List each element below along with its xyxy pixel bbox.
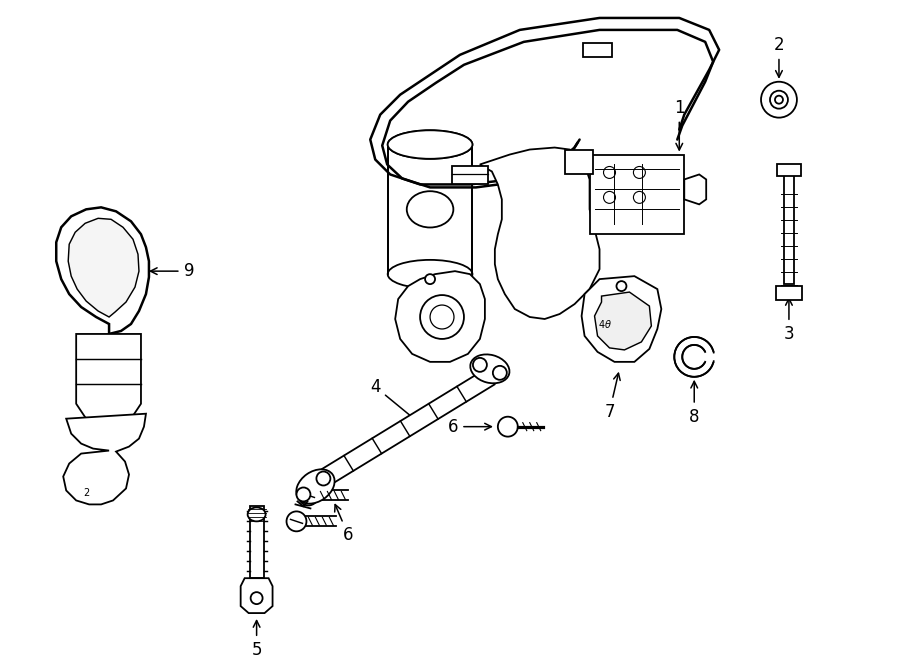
Polygon shape [240, 578, 273, 613]
FancyBboxPatch shape [776, 286, 802, 300]
Circle shape [770, 91, 788, 108]
Text: 1: 1 [674, 98, 685, 150]
FancyBboxPatch shape [388, 145, 472, 274]
Circle shape [493, 366, 507, 380]
Polygon shape [595, 292, 652, 350]
FancyBboxPatch shape [694, 352, 719, 362]
Text: 3: 3 [784, 299, 794, 343]
FancyBboxPatch shape [452, 167, 488, 184]
Circle shape [317, 471, 330, 485]
Circle shape [616, 281, 626, 291]
Circle shape [472, 358, 487, 372]
Text: 2: 2 [774, 36, 784, 77]
Ellipse shape [388, 260, 472, 288]
Polygon shape [684, 175, 706, 204]
Polygon shape [63, 414, 146, 504]
Ellipse shape [388, 130, 472, 159]
Ellipse shape [388, 130, 472, 159]
Circle shape [425, 274, 435, 284]
Ellipse shape [471, 354, 509, 383]
Circle shape [286, 512, 307, 531]
Text: 5: 5 [251, 621, 262, 659]
Circle shape [674, 337, 715, 377]
Polygon shape [480, 147, 599, 319]
Polygon shape [581, 276, 662, 362]
Text: 4: 4 [370, 378, 417, 421]
FancyBboxPatch shape [249, 506, 264, 578]
FancyBboxPatch shape [777, 165, 801, 176]
Circle shape [498, 416, 518, 437]
Text: 9: 9 [150, 262, 194, 280]
FancyBboxPatch shape [590, 155, 684, 234]
FancyBboxPatch shape [564, 149, 592, 175]
Text: 6: 6 [335, 504, 354, 544]
Text: 6: 6 [447, 418, 491, 436]
Ellipse shape [296, 469, 335, 504]
Text: 4$\theta$: 4$\theta$ [598, 318, 611, 330]
Text: 8: 8 [689, 381, 699, 426]
FancyBboxPatch shape [582, 43, 613, 57]
Circle shape [296, 487, 310, 502]
FancyBboxPatch shape [784, 175, 794, 284]
Circle shape [775, 96, 783, 104]
Circle shape [250, 592, 263, 604]
Circle shape [682, 345, 707, 369]
Circle shape [299, 485, 319, 506]
Polygon shape [395, 271, 485, 362]
Polygon shape [76, 334, 141, 426]
Polygon shape [316, 369, 495, 488]
Text: 2: 2 [83, 488, 89, 498]
Circle shape [761, 82, 796, 118]
Text: 7: 7 [604, 373, 620, 420]
Ellipse shape [248, 508, 266, 522]
Polygon shape [68, 218, 139, 317]
Polygon shape [56, 208, 148, 334]
